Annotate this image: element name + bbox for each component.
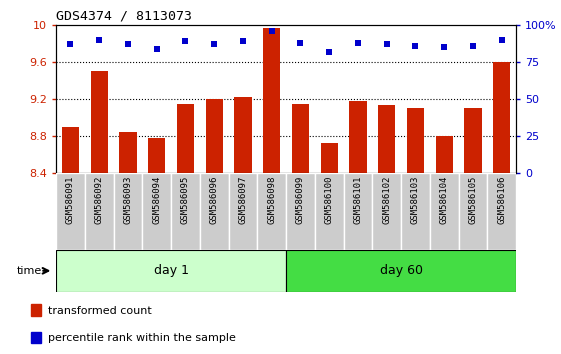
Bar [56,173,85,250]
Bar [263,28,280,173]
Bar [56,250,286,292]
Bar [200,173,229,250]
Text: GSM586100: GSM586100 [325,176,334,224]
Bar [257,173,286,250]
Bar [373,173,401,250]
Bar [315,173,343,250]
Bar [493,62,511,173]
Bar [177,104,194,173]
Bar [343,173,373,250]
Bar [407,108,424,173]
Bar [113,173,142,250]
Bar [119,132,136,173]
Bar [458,173,488,250]
Text: GSM586092: GSM586092 [95,176,104,224]
Bar [378,105,396,173]
Text: GDS4374 / 8113073: GDS4374 / 8113073 [56,9,192,22]
Bar [465,108,481,173]
Bar [31,332,41,343]
Bar [320,143,338,173]
Text: day 1: day 1 [154,264,188,277]
Bar [401,173,430,250]
Text: time: time [17,266,42,276]
Text: GSM586103: GSM586103 [411,176,420,224]
Bar [90,71,108,173]
Bar [286,250,516,292]
Bar [205,99,223,173]
Text: percentile rank within the sample: percentile rank within the sample [48,333,236,343]
Text: GSM586096: GSM586096 [210,176,219,224]
Text: GSM586095: GSM586095 [181,176,190,224]
Text: GSM586097: GSM586097 [238,176,247,224]
Bar [85,173,113,250]
Text: day 60: day 60 [380,264,422,277]
Bar [286,173,315,250]
Bar [31,304,41,316]
Text: GSM586104: GSM586104 [440,176,449,224]
Bar [430,173,459,250]
Bar [229,173,257,250]
Bar [148,138,165,173]
Text: GSM586106: GSM586106 [497,176,506,224]
Bar [62,127,79,173]
Bar [488,173,516,250]
Bar [435,136,453,173]
Text: transformed count: transformed count [48,306,151,316]
Bar [350,101,366,173]
Bar [142,173,171,250]
Text: GSM586093: GSM586093 [123,176,132,224]
Bar [171,173,200,250]
Bar [292,104,309,173]
Text: GSM586091: GSM586091 [66,176,75,224]
Text: GSM586099: GSM586099 [296,176,305,224]
Text: GSM586094: GSM586094 [152,176,161,224]
Bar [234,97,251,173]
Text: GSM586098: GSM586098 [267,176,276,224]
Text: GSM586102: GSM586102 [382,176,391,224]
Text: GSM586101: GSM586101 [353,176,362,224]
Text: GSM586105: GSM586105 [468,176,477,224]
